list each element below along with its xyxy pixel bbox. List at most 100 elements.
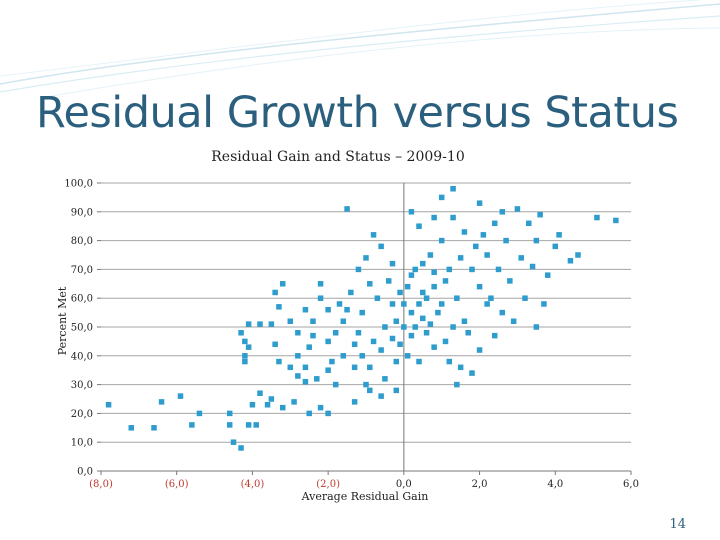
data-point: [408, 272, 415, 278]
data-point: [105, 402, 112, 408]
data-point: [340, 353, 347, 359]
data-point: [461, 229, 468, 235]
x-tick-label: 0,0: [396, 479, 412, 490]
data-point: [367, 364, 373, 371]
data-point: [306, 344, 312, 350]
data-point: [404, 283, 411, 290]
data-point: [279, 404, 286, 411]
data-point: [363, 381, 369, 388]
data-point: [427, 321, 434, 327]
data-point: [416, 358, 422, 365]
data-point: [454, 295, 460, 301]
data-point: [306, 410, 312, 417]
data-point: [151, 425, 157, 431]
data-point: [287, 364, 294, 371]
data-point: [514, 206, 521, 212]
data-point: [442, 338, 449, 345]
data-point: [473, 243, 479, 250]
data-point: [507, 278, 513, 284]
data-point: [325, 410, 331, 417]
data-point: [450, 324, 456, 330]
data-point: [389, 301, 396, 307]
data-point: [378, 393, 384, 399]
data-point: [480, 232, 487, 238]
data-point: [423, 295, 430, 301]
data-point: [332, 381, 339, 388]
data-point: [404, 353, 411, 359]
data-point: [355, 330, 362, 336]
data-point: [359, 309, 365, 316]
data-points: [105, 186, 619, 451]
data-point: [457, 255, 464, 261]
data-point: [302, 378, 309, 385]
slide-number: 14: [669, 517, 686, 532]
data-point: [420, 260, 426, 267]
data-point: [518, 255, 524, 261]
data-point: [469, 370, 475, 376]
data-point: [420, 289, 426, 296]
data-point: [242, 338, 248, 345]
data-point: [484, 252, 490, 258]
data-point: [438, 301, 445, 307]
x-tick-label: (6,0): [165, 479, 189, 490]
data-point: [450, 186, 456, 192]
data-point: [389, 260, 396, 267]
y-tick-label: 0,0: [77, 467, 93, 478]
data-point: [367, 387, 373, 394]
data-point: [491, 332, 498, 339]
data-point: [317, 404, 324, 411]
data-point: [412, 324, 418, 330]
data-point: [230, 439, 237, 445]
data-point: [257, 390, 263, 396]
data-point: [431, 344, 437, 350]
data-point: [295, 373, 301, 379]
y-axis-ticks: 0,0 10,0 20,0 30,0 40,0 50,0 60,0 70,0 80,0 90,0 1…: [64, 179, 101, 478]
data-point: [378, 347, 384, 353]
data-point: [272, 289, 278, 296]
x-axis: (8,0) (6,0) (4,0) (2,0) 0,0 2,0 4,0 6,0: [89, 183, 639, 490]
data-point: [351, 399, 358, 405]
data-point: [177, 393, 184, 399]
data-point: [438, 237, 445, 244]
data-point: [446, 358, 453, 365]
y-tick-label: 10,0: [71, 438, 93, 449]
data-point: [310, 332, 316, 339]
data-point: [457, 364, 464, 371]
data-point: [344, 306, 350, 313]
data-point: [253, 422, 259, 428]
data-point: [552, 243, 559, 250]
data-point: [329, 358, 335, 365]
data-point: [408, 332, 415, 339]
data-point: [469, 266, 475, 273]
data-point: [446, 266, 453, 273]
y-tick-label: 40,0: [71, 351, 93, 362]
decorative-swooshes: [0, 0, 720, 99]
data-point: [295, 330, 301, 336]
data-point: [533, 237, 540, 244]
data-point: [370, 232, 377, 238]
data-point: [196, 410, 203, 417]
x-tick-label: (2,0): [316, 479, 340, 490]
x-tick-label: (4,0): [241, 479, 265, 490]
data-point: [499, 209, 506, 215]
data-point: [348, 289, 354, 296]
data-point: [431, 214, 437, 221]
data-point: [355, 266, 362, 273]
data-point: [461, 318, 468, 324]
data-point: [423, 330, 430, 336]
data-point: [541, 301, 547, 307]
data-point: [351, 341, 358, 348]
data-point: [613, 217, 619, 224]
data-point: [325, 338, 331, 345]
data-point: [389, 335, 396, 342]
data-point: [491, 220, 498, 227]
data-point: [302, 364, 309, 371]
data-point: [242, 353, 248, 359]
data-point: [325, 367, 331, 373]
data-point: [416, 223, 422, 229]
data-point: [344, 206, 350, 212]
gridlines: [101, 182, 631, 443]
data-point: [287, 318, 294, 324]
data-point: [397, 341, 403, 348]
data-point: [465, 330, 471, 336]
